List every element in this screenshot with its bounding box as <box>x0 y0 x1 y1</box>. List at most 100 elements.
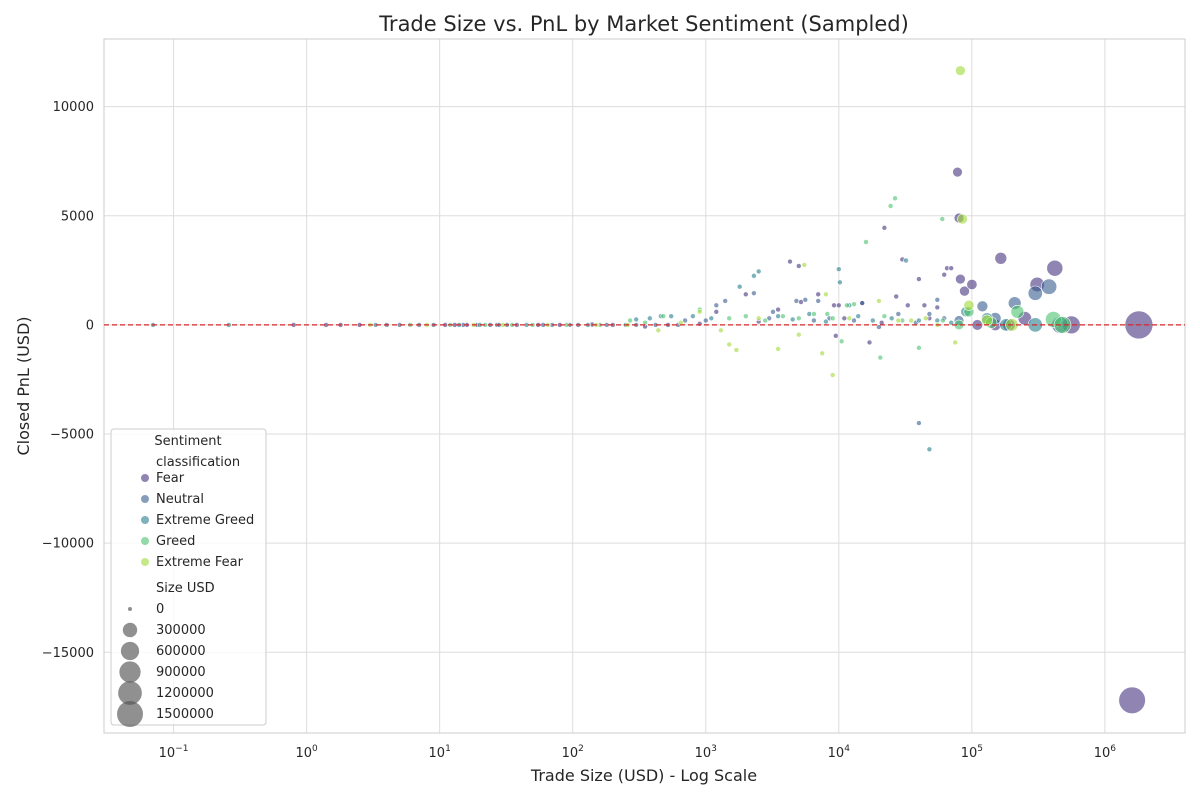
data-point <box>642 319 648 326</box>
data-point <box>888 315 895 322</box>
data-point <box>742 313 749 320</box>
data-point <box>948 265 955 272</box>
data-point <box>1053 316 1072 334</box>
data-point <box>770 308 776 315</box>
data-point <box>780 313 786 320</box>
data-point <box>802 296 809 303</box>
data-point <box>713 308 720 315</box>
legend-marker <box>141 537 149 545</box>
data-point <box>904 302 911 309</box>
x-tick-exponent: 6 <box>1110 744 1116 754</box>
data-point <box>966 278 978 291</box>
data-point <box>959 285 970 297</box>
legend-size-label: 300000 <box>156 623 206 638</box>
legend-size-marker <box>117 701 143 727</box>
data-point <box>895 317 902 324</box>
data-point <box>952 166 963 178</box>
data-point <box>633 316 640 323</box>
x-tick-labels: 10−1 100 101 102 103 104 105 106 <box>159 744 1117 761</box>
y-tick-label: −10000 <box>42 537 94 552</box>
data-point <box>755 315 762 322</box>
y-tick-label: 5000 <box>61 209 94 224</box>
data-points <box>150 65 1154 714</box>
data-point <box>726 341 733 348</box>
data-point <box>994 252 1008 265</box>
data-point <box>708 315 715 322</box>
x-tick-base: 10 <box>1094 746 1111 761</box>
data-point <box>876 324 882 330</box>
x-tick-base: 10 <box>695 746 712 761</box>
data-point <box>926 311 933 317</box>
data-point <box>831 302 837 309</box>
x-tick-exponent: 4 <box>844 744 850 754</box>
data-point <box>922 315 929 322</box>
data-point <box>916 344 922 351</box>
legend-marker <box>141 516 149 524</box>
data-point <box>892 195 898 202</box>
data-point <box>957 213 968 225</box>
data-point <box>941 271 948 278</box>
data-point <box>660 313 667 320</box>
data-point <box>646 315 653 322</box>
data-point <box>835 266 842 273</box>
data-point <box>718 327 724 334</box>
data-point <box>690 313 696 320</box>
data-point <box>893 293 900 300</box>
data-point <box>795 331 802 338</box>
data-point <box>841 315 848 322</box>
data-point <box>859 300 866 306</box>
data-point <box>801 262 808 268</box>
data-point <box>733 347 740 353</box>
legend-label: Neutral <box>156 492 204 507</box>
legend-hue-title: classification <box>156 455 240 470</box>
legend-size-marker <box>120 641 140 661</box>
x-tick-exponent: −1 <box>175 744 188 754</box>
data-point <box>1027 285 1043 301</box>
chart-title: Trade Size vs. PnL by Market Sentiment (… <box>378 12 909 36</box>
data-point <box>916 276 922 282</box>
x-tick-exponent: 5 <box>977 744 983 754</box>
data-point <box>844 302 850 309</box>
data-point <box>835 302 842 309</box>
data-point <box>829 372 836 378</box>
data-point <box>934 304 941 311</box>
data-point <box>881 313 888 320</box>
legend-size-marker <box>128 607 132 611</box>
data-point <box>775 313 781 320</box>
x-tick-label: 10−1 <box>159 744 189 761</box>
data-point <box>742 291 749 298</box>
x-tick-label: 103 <box>695 744 717 761</box>
legend-size-label: 1200000 <box>156 686 214 701</box>
legend-size-label: 1500000 <box>156 707 214 722</box>
x-tick-base: 10 <box>961 746 978 761</box>
data-point <box>655 327 662 334</box>
data-point <box>823 318 829 325</box>
data-point <box>775 346 781 352</box>
x-tick-base: 10 <box>828 746 845 761</box>
legend-hue-entries: Fear Neutral Extreme Greed Greed Extreme Fea… <box>141 471 254 570</box>
y-axis-label: Closed PnL (USD) <box>14 316 33 455</box>
x-tick-label: 105 <box>961 744 983 761</box>
data-point <box>668 313 675 320</box>
data-point <box>751 290 757 297</box>
data-point <box>829 315 836 322</box>
legend-marker <box>141 495 149 503</box>
data-point <box>866 339 873 346</box>
legend-size-label: 0 <box>156 602 164 617</box>
legend-label: Fear <box>156 471 185 486</box>
data-point <box>1010 304 1025 319</box>
x-tick-label: 106 <box>1094 744 1117 761</box>
data-point <box>795 263 802 269</box>
data-point <box>887 203 894 209</box>
legend-marker <box>141 558 149 566</box>
data-point <box>627 317 633 324</box>
legend-size-entries: 0 300000 600000 900000 1200000 1500000 <box>117 602 214 727</box>
data-point <box>696 308 703 315</box>
x-tick-exponent: 3 <box>711 744 717 754</box>
y-tick-label: −15000 <box>42 646 94 661</box>
data-point <box>921 302 928 309</box>
data-point <box>751 272 757 279</box>
data-point <box>952 339 959 346</box>
data-point <box>789 316 796 323</box>
data-point <box>837 279 843 286</box>
